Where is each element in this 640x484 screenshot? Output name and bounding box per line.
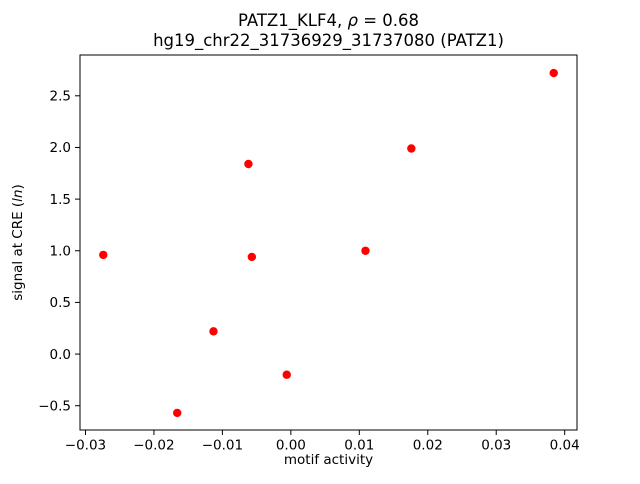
y-tick-label: 0.5 xyxy=(50,295,71,311)
x-tick-label: 0.00 xyxy=(276,438,306,454)
axes-frame xyxy=(79,54,578,431)
y-axis-label-prefix: signal at CRE ( xyxy=(10,202,26,301)
y-tick-label: 2.5 xyxy=(50,89,71,105)
data-point xyxy=(247,252,257,262)
x-tick-label: 0.01 xyxy=(344,438,374,454)
chart-title-rho: ρ xyxy=(347,11,358,30)
data-point xyxy=(209,327,218,336)
y-tick-label: 1.5 xyxy=(50,192,71,208)
x-tick-label: −0.02 xyxy=(133,438,174,454)
y-tick-label: 2.0 xyxy=(50,140,71,156)
data-point xyxy=(549,68,558,78)
y-axis-label: signal at CRE (ln) xyxy=(10,184,26,301)
chart-title-line1: PATZ1_KLF4, ρ = 0.68 xyxy=(238,11,419,31)
data-point xyxy=(99,250,108,260)
x-axis-label: motif activity xyxy=(284,452,373,468)
chart-title-line2: hg19_chr22_31736929_31737080 (PATZ1) xyxy=(153,31,504,51)
x-tick-label: −0.01 xyxy=(202,438,243,454)
chart-title-correlation: = 0.68 xyxy=(358,11,419,30)
y-axis-label-italic: ln xyxy=(10,189,26,201)
y-axis-ticks: −0.5 0.0 0.5 1.0 1.5 2.0 2.5 xyxy=(38,89,80,414)
data-point xyxy=(407,144,416,153)
data-point xyxy=(244,159,253,169)
data-point xyxy=(173,408,182,418)
y-axis-label-suffix: ) xyxy=(10,184,26,189)
chart-title-prefix: PATZ1_KLF4, xyxy=(238,11,348,31)
x-tick-label: 0.02 xyxy=(413,438,443,454)
x-tick-label: 0.04 xyxy=(550,438,580,454)
data-point xyxy=(282,370,291,379)
y-tick-label: −0.5 xyxy=(38,398,71,414)
data-point xyxy=(361,246,370,255)
y-tick-label: 0.0 xyxy=(50,347,71,363)
x-tick-label: −0.03 xyxy=(65,438,106,454)
x-tick-label: 0.03 xyxy=(481,438,511,454)
y-tick-label: 1.0 xyxy=(50,243,71,259)
scatter-points xyxy=(99,68,558,418)
x-axis-ticks: −0.03 −0.02 −0.01 0.00 0.01 0.02 0.03 0.04 xyxy=(65,430,580,454)
